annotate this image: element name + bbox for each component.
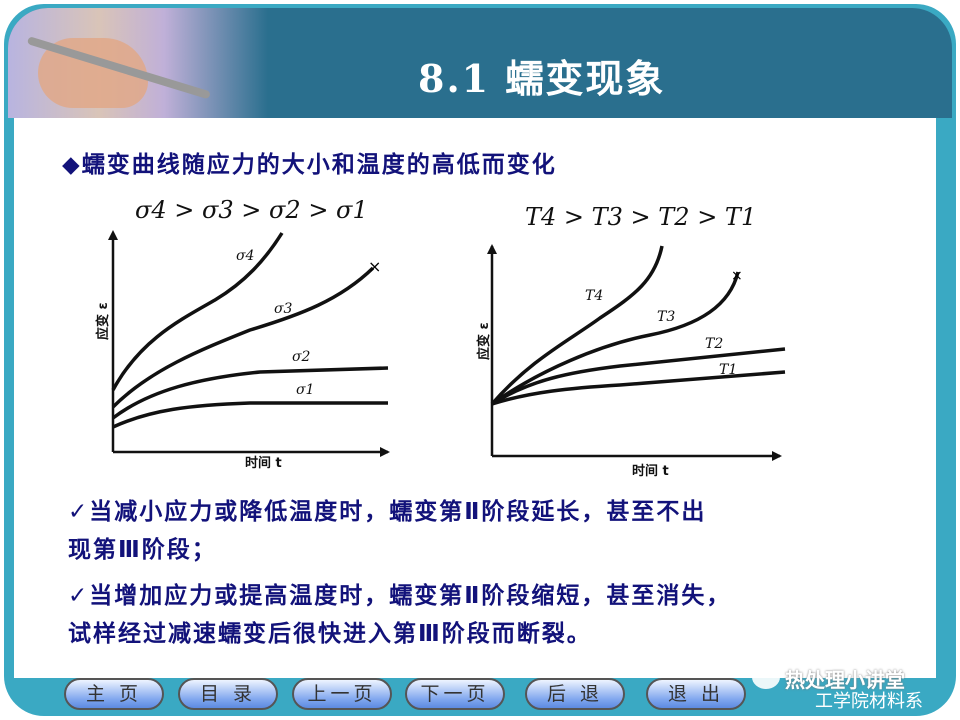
department-label: 工学院材料系: [815, 691, 923, 712]
label-T1: T1: [719, 362, 737, 378]
slide-header: 8.1 蠕变现象: [8, 8, 952, 118]
contents-button[interactable]: 目 录: [178, 678, 278, 710]
home-button[interactable]: 主 页: [64, 678, 164, 710]
left-ylabel: 应变 ε: [95, 302, 111, 340]
label-T4: T4: [585, 288, 603, 304]
label-sigma1: σ1: [296, 382, 314, 398]
right-fracture-mark: ×: [731, 268, 743, 284]
left-x-arrow: [380, 447, 390, 457]
curve-sigma4: [111, 232, 284, 391]
back-button[interactable]: 后 退: [525, 678, 625, 710]
label-T2: T2: [705, 336, 723, 352]
left-xlabel: 时间 t: [245, 455, 282, 471]
bullet2-line1: ✓当增加应力或提高温度时，蠕变第Ⅱ阶段缩短，甚至消失，: [68, 583, 732, 609]
slide-content: [14, 118, 936, 678]
header-photo: [8, 8, 268, 118]
exit-button[interactable]: 退 出: [646, 678, 746, 710]
heading: ◆蠕变曲线随应力的大小和温度的高低而变化: [62, 152, 557, 178]
label-sigma3: σ3: [274, 301, 293, 317]
bullet1-line1: ✓当减小应力或降低温度时，蠕变第Ⅱ阶段延长，甚至不出: [68, 499, 707, 525]
curve-sigma3: [111, 266, 375, 409]
left-fracture-mark: ×: [368, 257, 381, 276]
bullet1-line2: 现第Ⅲ阶段；: [68, 537, 217, 563]
label-T3: T3: [657, 309, 675, 325]
figure-right: T4 > T3 > T2 > T1 × T4 T3 T2 T1 应变 ε 时间 …: [476, 203, 786, 479]
curve-T1: [491, 370, 786, 406]
next-page-button[interactable]: 下一页: [405, 678, 505, 710]
slide-title: 8.1 蠕变现象: [418, 56, 666, 101]
right-ylabel: 应变 ε: [476, 322, 492, 360]
curve-sigma2: [111, 366, 389, 420]
curve-sigma1: [112, 401, 388, 429]
curve-T4: [490, 245, 664, 406]
figure-left: σ4 > σ3 > σ2 > σ1 × σ4 σ3 σ2 σ1 应变 ε 时间 …: [95, 196, 390, 471]
curve-T2: [491, 347, 786, 406]
right-xlabel: 时间 t: [632, 463, 669, 479]
curve-T3: [490, 271, 740, 406]
wechat-icon: [752, 665, 780, 689]
right-caption: T4 > T3 > T2 > T1: [525, 203, 756, 231]
watermark-text: 热处理小讲堂: [785, 668, 905, 692]
right-x-arrow: [772, 451, 782, 461]
previous-page-button[interactable]: 上一页: [292, 678, 392, 710]
right-y-arrow: [487, 244, 497, 254]
bullet2-line2: 试样经过减速蠕变后很快进入第Ⅲ阶段而断裂。: [68, 621, 592, 647]
label-sigma4: σ4: [236, 248, 254, 264]
left-caption: σ4 > σ3 > σ2 > σ1: [135, 196, 368, 224]
label-sigma2: σ2: [292, 349, 311, 365]
left-y-arrow: [108, 230, 118, 240]
